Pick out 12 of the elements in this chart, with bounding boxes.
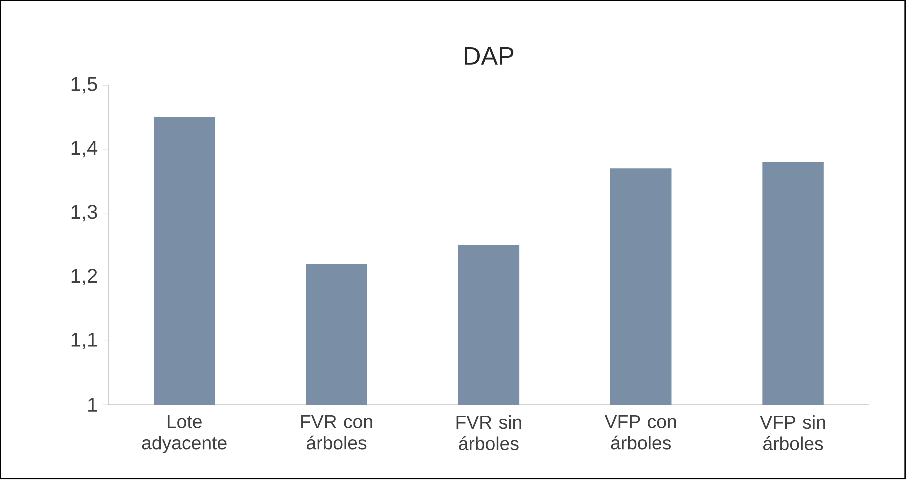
y-tick-label: 1,4 [72, 141, 98, 158]
y-tick-label: 1,3 [72, 205, 98, 222]
y-tick-label: 1,5 [72, 78, 98, 94]
x-tick-label: FVR con árboles [302, 416, 372, 450]
y-tick-label: 1 [88, 398, 98, 412]
x-tick-label: VFP sin árboles [760, 416, 826, 451]
chart-title: DAP [465, 48, 514, 66]
x-tick-label: Lote adyacente [142, 416, 227, 454]
x-tick-label: VFP con árboles [604, 416, 676, 450]
y-tick-label: 1,2 [72, 269, 98, 286]
y-tick-label: 1,1 [72, 333, 98, 350]
x-tick-label: FVR sin árboles [456, 416, 522, 451]
